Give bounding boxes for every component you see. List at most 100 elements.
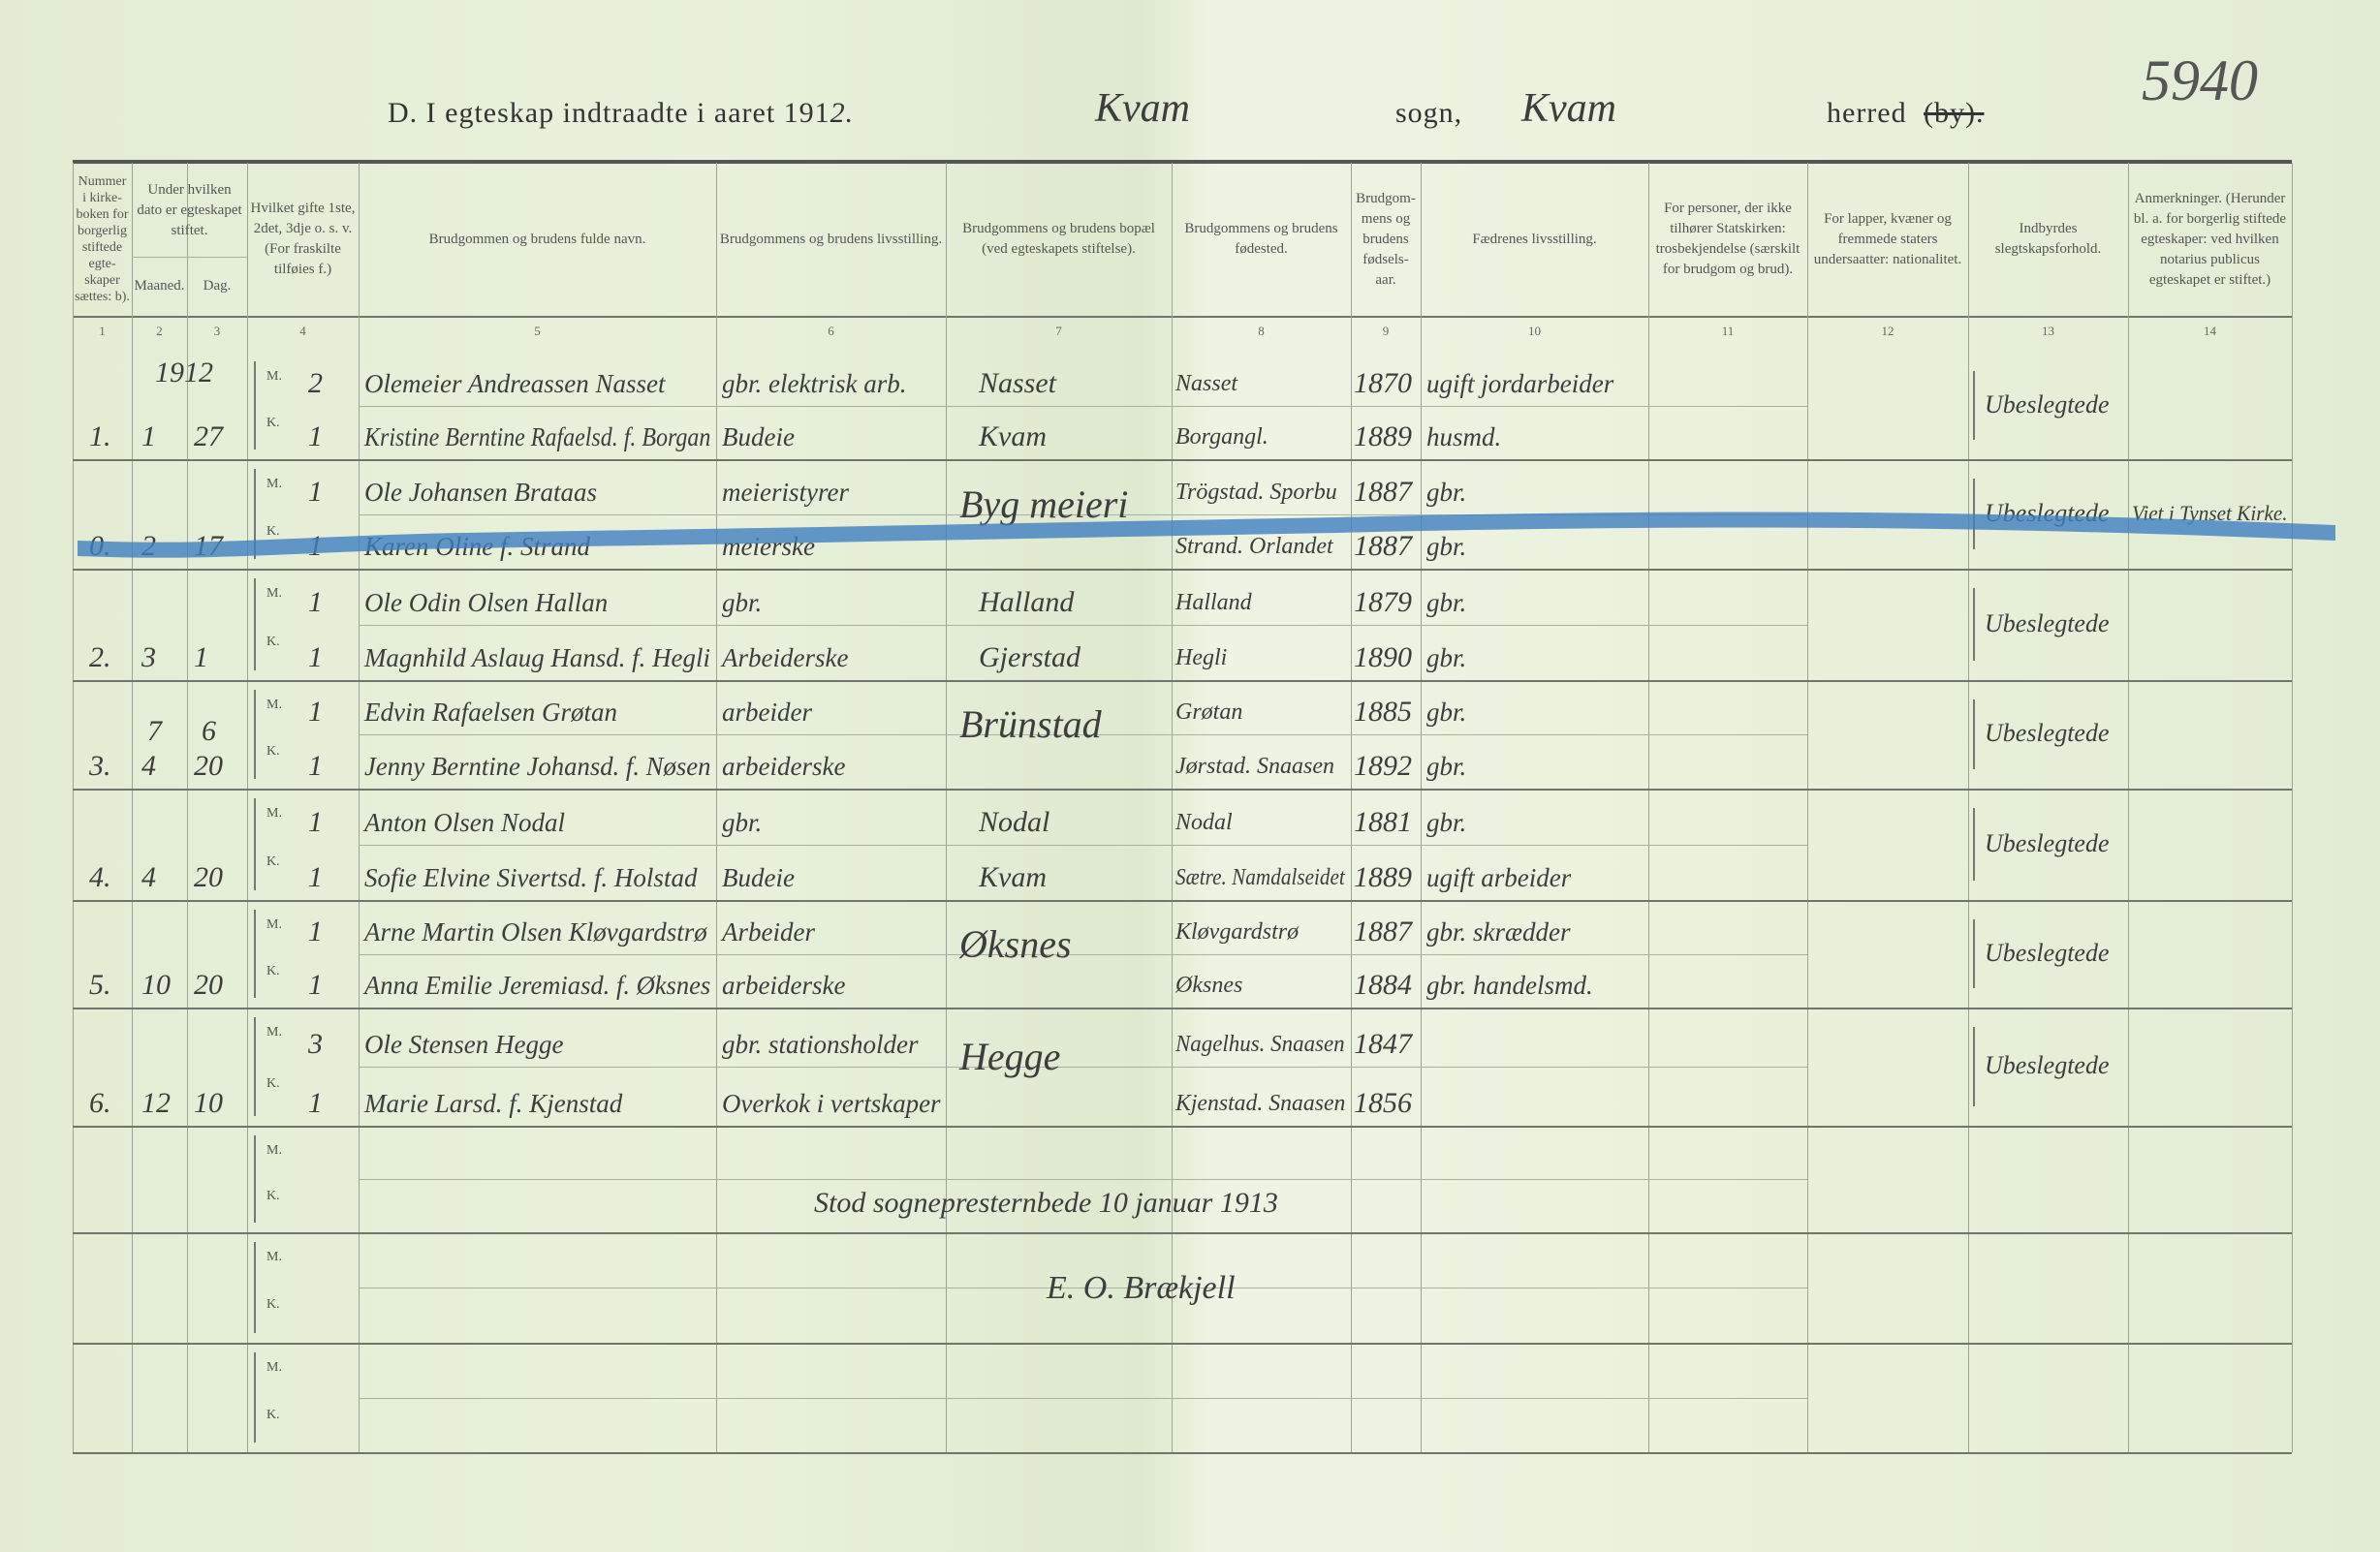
groom-birthyear: 1885 bbox=[1354, 696, 1412, 728]
entry-brace bbox=[254, 1352, 264, 1443]
shared-residence: Hegge bbox=[959, 1035, 1061, 1078]
groom-birthplace: Halland bbox=[1175, 589, 1252, 615]
entry-brace bbox=[254, 469, 264, 559]
entry-brace bbox=[254, 1242, 264, 1333]
column-divider bbox=[716, 163, 717, 1452]
column-number: 11 bbox=[1721, 324, 1735, 338]
column-number: 2 bbox=[156, 324, 163, 338]
entry-brace bbox=[254, 690, 264, 779]
groom-marriage-order: 1 bbox=[308, 805, 323, 838]
entry-rule bbox=[73, 900, 2292, 902]
day-correction: 6 bbox=[202, 715, 216, 747]
entry-month: 2 bbox=[141, 530, 156, 562]
bride-name: Marie Larsd. f. Kjenstad bbox=[364, 1089, 623, 1118]
bride-residence: Kvam bbox=[979, 861, 1047, 893]
entry-month: 12 bbox=[141, 1087, 171, 1119]
column-divider bbox=[73, 163, 74, 1452]
column-header-5: Brudgommen og brudens fulde navn. bbox=[428, 231, 646, 247]
page-number: 5940 bbox=[2142, 48, 2258, 112]
mk-divider bbox=[359, 1067, 1807, 1068]
form-title-year-digit: 2. bbox=[830, 97, 855, 129]
entry-brace bbox=[254, 578, 264, 670]
column-number: 12 bbox=[1881, 324, 1895, 338]
parish-label: sogn, bbox=[1395, 97, 1463, 129]
column-header-9: Brudgom-mens og brudens fødsels-aar. bbox=[1356, 190, 1416, 288]
date-subheader-rule bbox=[132, 257, 247, 258]
groom-label: M. bbox=[266, 369, 282, 384]
bride-label: K. bbox=[266, 963, 280, 978]
column-number: 6 bbox=[828, 324, 834, 338]
bride-birthyear: 1889 bbox=[1354, 861, 1412, 893]
groom-name: Olemeier Andreassen Nasset bbox=[364, 368, 666, 398]
column-header-10: Fædrenes livsstilling. bbox=[1472, 231, 1597, 247]
bride-marriage-order: 1 bbox=[308, 969, 323, 1001]
bride-name: Sofie Elvine Sivertsd. f. Holstad bbox=[364, 863, 698, 892]
groom-birthyear: 1881 bbox=[1354, 805, 1412, 838]
groom-name: Arne Martin Olsen Kløvgardstrø bbox=[364, 916, 707, 947]
column-number: 7 bbox=[1055, 324, 1062, 338]
closing-place-date: Stod sognepresternbede 10 januar 1913 bbox=[814, 1187, 1278, 1219]
groom-occupation: gbr. bbox=[722, 587, 763, 617]
column-header-3: Dag. bbox=[203, 278, 232, 294]
bride-birthyear: 1889 bbox=[1354, 420, 1412, 452]
groom-birthyear: 1887 bbox=[1354, 915, 1412, 947]
column-divider bbox=[132, 163, 133, 1452]
bride-occupation: Overkok i vertskaper bbox=[722, 1089, 941, 1118]
groom-label: M. bbox=[266, 917, 282, 932]
groom-occupation: meieristyrer bbox=[722, 477, 849, 507]
relation-brace bbox=[1973, 479, 1983, 549]
entry-month: 10 bbox=[141, 969, 171, 1001]
column-divider bbox=[247, 163, 248, 1452]
bride-occupation: meierske bbox=[722, 532, 815, 561]
bride-label: K. bbox=[266, 744, 280, 759]
column-number: 5 bbox=[534, 324, 541, 338]
bride-marriage-order: 1 bbox=[308, 530, 323, 562]
groom-birthyear: 1887 bbox=[1354, 475, 1412, 508]
entry-rule bbox=[73, 1126, 2292, 1128]
bride-name: Karen Oline f. Strand bbox=[364, 532, 590, 561]
top-rule bbox=[73, 160, 2292, 164]
form-title: D. I egteskap indtraadte i aaret 1912. bbox=[388, 97, 854, 130]
column-header-7: Brudgommens og brudens bopæl (ved egtesk… bbox=[962, 221, 1155, 257]
groom-occupation: gbr. elektrisk arb. bbox=[722, 368, 907, 398]
mk-divider bbox=[359, 734, 1807, 735]
groom-occupation: gbr. stationsholder bbox=[722, 1030, 919, 1059]
bride-birthyear: 1890 bbox=[1354, 641, 1412, 673]
district-value: Kvam bbox=[1521, 86, 1616, 131]
shared-residence: Byg meieri bbox=[959, 481, 1129, 526]
column-divider bbox=[1968, 163, 1969, 1452]
remarks: Viet i Tynset Kirke. bbox=[2132, 500, 2288, 525]
entry-rule bbox=[73, 1452, 2292, 1454]
column-number: 10 bbox=[1528, 324, 1541, 338]
column-divider bbox=[1648, 163, 1649, 1452]
district-struck: (by). bbox=[1924, 97, 1985, 129]
entry-rule bbox=[73, 1343, 2292, 1345]
entry-brace bbox=[254, 798, 264, 890]
groom-father-occupation: ugift jordarbeider bbox=[1426, 368, 1614, 398]
bride-label: K. bbox=[266, 1076, 280, 1091]
entry-month: 3 bbox=[141, 641, 156, 673]
groom-marriage-order: 1 bbox=[308, 475, 323, 508]
bride-birthplace: Kjenstad. Snaasen bbox=[1175, 1091, 1346, 1116]
groom-father-occupation: gbr. bbox=[1426, 477, 1467, 507]
groom-residence: Nasset bbox=[979, 366, 1057, 399]
entry-day: 20 bbox=[194, 969, 223, 1001]
bride-birthplace: Hegli bbox=[1175, 645, 1228, 670]
column-header-11: For personer, der ikke tilhører Statskir… bbox=[1655, 201, 1801, 277]
bride-label: K. bbox=[266, 523, 280, 539]
bride-birthyear: 1892 bbox=[1354, 750, 1412, 782]
groom-label: M. bbox=[266, 1143, 282, 1158]
groom-occupation: gbr. bbox=[722, 807, 763, 837]
bride-marriage-order: 1 bbox=[308, 641, 323, 673]
groom-occupation: arbeider bbox=[722, 698, 812, 727]
groom-marriage-order: 2 bbox=[308, 366, 323, 399]
relationship: Ubeslegtede bbox=[1985, 1051, 2110, 1079]
year-note: 1912 bbox=[155, 357, 213, 388]
entry-brace bbox=[254, 910, 264, 998]
month-correction: 7 bbox=[147, 715, 162, 747]
groom-birthyear: 1870 bbox=[1354, 366, 1412, 399]
bride-birthplace: Borgangl. bbox=[1175, 424, 1268, 450]
entry-brace bbox=[254, 361, 264, 450]
bride-occupation: Budeie bbox=[722, 863, 795, 892]
entry-number: 5. bbox=[89, 969, 111, 1001]
